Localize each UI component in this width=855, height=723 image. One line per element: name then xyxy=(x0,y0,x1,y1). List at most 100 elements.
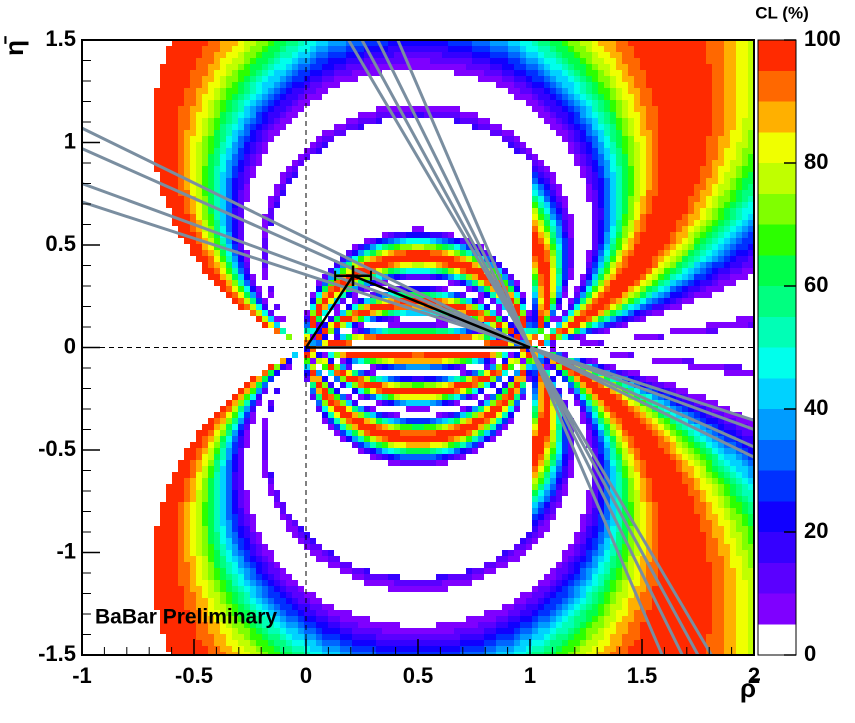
contour-cell xyxy=(238,406,244,412)
contour-cell xyxy=(502,412,508,418)
contour-cell xyxy=(460,334,466,340)
contour-cell xyxy=(616,46,622,52)
contour-cell xyxy=(532,40,538,46)
contour-cell xyxy=(586,298,592,304)
contour-cell xyxy=(538,166,544,172)
contour-cell xyxy=(604,310,610,316)
contour-cell xyxy=(202,166,208,172)
contour-cell xyxy=(190,184,196,190)
contour-cell xyxy=(244,442,250,448)
contour-cell xyxy=(544,190,550,196)
contour-cell xyxy=(232,52,238,58)
contour-cell xyxy=(610,442,616,448)
contour-cell xyxy=(556,352,562,358)
contour-cell xyxy=(478,286,484,292)
contour-cell xyxy=(328,268,334,274)
contour-cell xyxy=(646,262,652,268)
contour-cell xyxy=(250,418,256,424)
contour-cell xyxy=(670,292,676,298)
contour-cell xyxy=(268,316,274,322)
contour-cell xyxy=(574,322,580,328)
contour-cell xyxy=(448,448,454,454)
contour-cell xyxy=(586,502,592,508)
contour-cell xyxy=(322,130,328,136)
contour-cell xyxy=(370,46,376,52)
contour-cell xyxy=(262,322,268,328)
contour-cell xyxy=(604,430,610,436)
contour-cell xyxy=(490,40,496,46)
contour-cell xyxy=(592,256,598,262)
contour-cell xyxy=(664,292,670,298)
contour-cell xyxy=(454,358,460,364)
contour-cell xyxy=(184,496,190,502)
contour-cell xyxy=(442,286,448,292)
contour-cell xyxy=(556,130,562,136)
contour-cell xyxy=(700,412,706,418)
contour-cell xyxy=(322,64,328,70)
contour-cell xyxy=(454,52,460,58)
contour-cell xyxy=(430,268,436,274)
contour-cell xyxy=(622,130,628,136)
contour-cell xyxy=(622,256,628,262)
contour-cell xyxy=(184,172,190,178)
contour-cell xyxy=(676,292,682,298)
contour-cell xyxy=(706,136,712,142)
contour-cell xyxy=(196,520,202,526)
contour-cell xyxy=(172,184,178,190)
contour-cell xyxy=(622,298,628,304)
contour-cell xyxy=(652,334,658,340)
contour-cell xyxy=(628,424,634,430)
contour-cell xyxy=(586,430,592,436)
contour-cell xyxy=(676,220,682,226)
contour-cell xyxy=(736,478,742,484)
contour-cell xyxy=(580,382,586,388)
contour-cell xyxy=(688,58,694,64)
contour-cell xyxy=(202,148,208,154)
contour-cell xyxy=(202,466,208,472)
contour-cell xyxy=(232,226,238,232)
contour-cell xyxy=(496,352,502,358)
contour-cell xyxy=(574,142,580,148)
contour-cell xyxy=(208,244,214,250)
contour-cell xyxy=(424,238,430,244)
contour-cell xyxy=(376,256,382,262)
contour-cell xyxy=(340,424,346,430)
contour-cell xyxy=(484,40,490,46)
contour-cell xyxy=(682,52,688,58)
contour-cell xyxy=(628,136,634,142)
contour-cell xyxy=(556,304,562,310)
contour-cell xyxy=(196,220,202,226)
contour-cell xyxy=(196,256,202,262)
contour-cell xyxy=(364,280,370,286)
contour-cell xyxy=(226,436,232,442)
contour-cell xyxy=(616,172,622,178)
contour-cell xyxy=(154,118,160,124)
contour-cell xyxy=(724,478,730,484)
contour-cell xyxy=(610,184,616,190)
contour-cell xyxy=(364,424,370,430)
contour-cell xyxy=(316,298,322,304)
contour-cell xyxy=(364,352,370,358)
contour-cell xyxy=(238,304,244,310)
contour-cell xyxy=(652,484,658,490)
contour-cell xyxy=(580,298,586,304)
contour-cell xyxy=(664,484,670,490)
contour-cell xyxy=(466,448,472,454)
contour-cell xyxy=(418,238,424,244)
contour-cell xyxy=(748,238,754,244)
contour-cell xyxy=(238,274,244,280)
contour-cell xyxy=(610,526,616,532)
contour-cell xyxy=(724,406,730,412)
contour-cell xyxy=(526,88,532,94)
contour-cell xyxy=(214,424,220,430)
contour-cell xyxy=(574,100,580,106)
contour-cell xyxy=(658,130,664,136)
contour-cell xyxy=(472,304,478,310)
contour-cell xyxy=(280,124,286,130)
contour-cell xyxy=(250,280,256,286)
contour-cell xyxy=(382,412,388,418)
contour-cell xyxy=(514,40,520,46)
contour-cell xyxy=(634,376,640,382)
contour-cell xyxy=(670,394,676,400)
contour-cell xyxy=(178,118,184,124)
